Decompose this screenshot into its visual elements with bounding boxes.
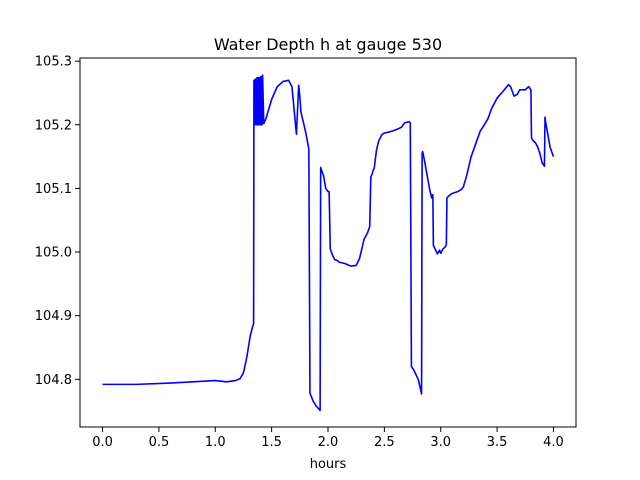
y-tick-label: 105.1 (35, 182, 72, 197)
y-tick-label: 104.9 (35, 309, 72, 324)
x-tick-label: 1.5 (261, 435, 282, 450)
x-tick-label: 0.5 (149, 435, 170, 450)
y-tick-label: 105.3 (35, 55, 72, 70)
x-tick-label: 4.0 (543, 435, 564, 450)
x-tick-label: 1.0 (205, 435, 226, 450)
x-tick-label: 2.5 (374, 435, 395, 450)
y-tick-label: 105.0 (35, 246, 72, 261)
series-line-water-depth (102, 74, 555, 412)
x-tick-label: 2.0 (318, 435, 339, 450)
x-axis: 0.0 0.5 1.0 1.5 2.0 2.5 3.0 3.5 4.0 (92, 427, 564, 450)
y-tick-label: 104.8 (35, 373, 72, 388)
y-tick-label: 105.2 (35, 118, 72, 133)
x-axis-label: hours (310, 457, 347, 472)
x-tick-label: 3.0 (430, 435, 451, 450)
x-tick-label: 3.5 (487, 435, 508, 450)
chart-title: Water Depth h at gauge 530 (214, 35, 442, 54)
x-tick-label: 0.0 (92, 435, 113, 450)
y-axis: 104.8 104.9 105.0 105.1 105.2 105.3 (35, 55, 80, 388)
plot-area-frame (79, 57, 577, 428)
